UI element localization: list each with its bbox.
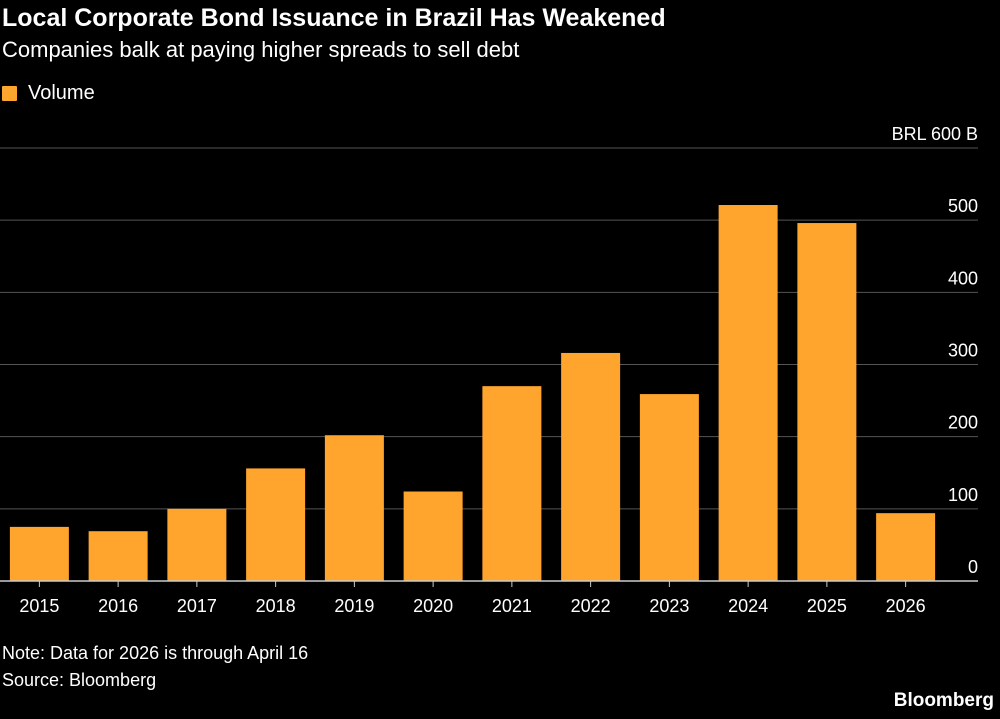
bar-2026: [876, 513, 936, 581]
x-tick-label: 2026: [886, 596, 926, 616]
x-tick-label: 2024: [728, 596, 768, 616]
bar-2021: [482, 386, 542, 581]
bar-2015: [9, 526, 69, 581]
x-tick-label: 2016: [98, 596, 138, 616]
x-tick-label: 2018: [256, 596, 296, 616]
x-tick-label: 2022: [571, 596, 611, 616]
x-tick-label: 2017: [177, 596, 217, 616]
chart-note: Note: Data for 2026 is through April 16: [2, 643, 309, 663]
y-tick-label: 100: [948, 485, 978, 505]
y-tick-label: 0: [968, 557, 978, 577]
bar-2019: [324, 435, 384, 581]
bar-2016: [88, 531, 148, 581]
y-tick-label: 200: [948, 413, 978, 433]
bar-2023: [639, 394, 699, 581]
y-tick-label: 400: [948, 268, 978, 288]
chart-source: Source: Bloomberg: [2, 670, 157, 690]
x-tick-label: 2023: [649, 596, 689, 616]
bar-2017: [167, 508, 227, 581]
x-tick-label: 2021: [492, 596, 532, 616]
y-tick-label: 300: [948, 341, 978, 361]
bar-2024: [718, 205, 778, 582]
legend-label: Volume: [28, 82, 95, 104]
chart-title: Local Corporate Bond Issuance in Brazil …: [2, 4, 666, 32]
bar-2025: [797, 223, 857, 581]
x-tick-label: 2025: [807, 596, 847, 616]
bar-2022: [561, 352, 621, 581]
y-tick-label: BRL 600 B: [892, 124, 978, 144]
legend-swatch: [2, 86, 17, 101]
y-tick-label: 500: [948, 196, 978, 216]
chart-subtitle: Companies balk at paying higher spreads …: [2, 37, 520, 62]
brand-logo: Bloomberg: [893, 690, 994, 711]
x-tick-label: 2020: [413, 596, 453, 616]
x-tick-label: 2015: [19, 596, 59, 616]
legend: Volume: [2, 82, 95, 105]
bar-2018: [246, 468, 306, 581]
bar-2020: [403, 491, 463, 581]
x-tick-label: 2019: [334, 596, 374, 616]
